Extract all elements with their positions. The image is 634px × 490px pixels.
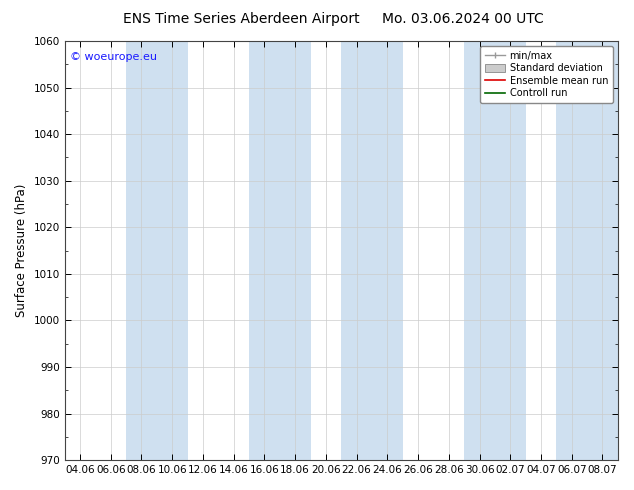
Bar — [557, 41, 618, 460]
Legend: min/max, Standard deviation, Ensemble mean run, Controll run: min/max, Standard deviation, Ensemble me… — [481, 46, 613, 103]
Text: © woeurope.eu: © woeurope.eu — [70, 51, 157, 62]
Bar — [341, 41, 403, 460]
Bar — [249, 41, 311, 460]
Text: ENS Time Series Aberdeen Airport: ENS Time Series Aberdeen Airport — [122, 12, 359, 26]
Bar — [464, 41, 526, 460]
Text: Mo. 03.06.2024 00 UTC: Mo. 03.06.2024 00 UTC — [382, 12, 544, 26]
Y-axis label: Surface Pressure (hPa): Surface Pressure (hPa) — [15, 184, 28, 318]
Bar — [126, 41, 188, 460]
